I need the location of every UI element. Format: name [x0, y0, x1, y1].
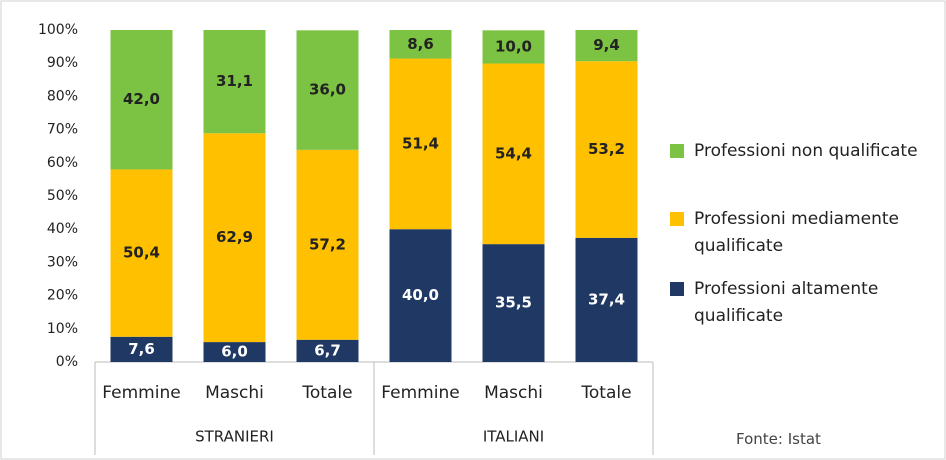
- value-label: 36,0: [309, 81, 346, 99]
- value-label: 50,4: [123, 244, 160, 262]
- bar-segment: [389, 229, 452, 362]
- y-tick-label: 50%: [47, 188, 78, 204]
- x-tick-label: Totale: [580, 383, 631, 403]
- y-tick-label: 40%: [47, 221, 78, 237]
- source-note: Fonte: Istat: [736, 430, 821, 448]
- y-tick-label: 80%: [47, 88, 78, 104]
- y-tick-label: 0%: [56, 354, 78, 370]
- value-label: 6,0: [221, 343, 248, 361]
- y-tick-label: 100%: [38, 22, 78, 38]
- y-tick-label: 90%: [47, 55, 78, 71]
- legend-item: Professioni non qualificate: [664, 138, 944, 165]
- bar-segment: [389, 58, 452, 230]
- x-tick-label: Femmine: [102, 383, 180, 403]
- legend-swatch: [670, 282, 684, 296]
- legend-label: Professioni altamente qualificate: [694, 279, 879, 326]
- bar-segment: [110, 30, 173, 170]
- value-label: 6,7: [314, 341, 341, 359]
- value-label: 53,2: [588, 140, 625, 158]
- bar-segment: [203, 30, 266, 134]
- bar-segment: [575, 61, 638, 238]
- value-label: 54,4: [495, 144, 532, 162]
- value-label: 57,2: [309, 235, 346, 253]
- bar-segment: [482, 244, 545, 362]
- legend-item: Professioni altamente qualificate: [664, 276, 944, 330]
- value-label: 40,0: [402, 286, 439, 304]
- legend-label: Professioni mediamente qualificate: [694, 209, 900, 256]
- bar-segment: [482, 63, 545, 245]
- legend-swatch: [670, 212, 684, 226]
- bar-segment: [296, 339, 359, 362]
- value-label: 51,4: [402, 134, 439, 152]
- bar-segment: [110, 336, 173, 362]
- value-label: 7,6: [128, 340, 155, 358]
- legend-item: Professioni mediamente qualificate: [664, 206, 944, 260]
- y-tick-label: 20%: [47, 288, 78, 304]
- bar-segment: [203, 342, 266, 362]
- value-label: 31,1: [216, 72, 253, 90]
- y-tick-label: 30%: [47, 254, 78, 270]
- y-tick-label: 70%: [47, 122, 78, 138]
- value-label: 37,4: [588, 290, 625, 308]
- value-label: 62,9: [216, 228, 253, 246]
- x-tick-label: Maschi: [205, 383, 264, 403]
- value-label: 9,4: [593, 36, 620, 54]
- value-label: 42,0: [123, 90, 160, 108]
- bar-segment: [296, 149, 359, 340]
- bar-segment: [389, 30, 452, 59]
- bar-segment: [482, 30, 545, 64]
- bar-segment: [575, 30, 638, 62]
- group-label: STRANIERI: [195, 428, 274, 446]
- x-tick-label: Maschi: [484, 383, 543, 403]
- legend-swatch: [670, 144, 684, 158]
- bar-segment: [296, 30, 359, 150]
- group-label: ITALIANI: [483, 428, 544, 446]
- value-label: 8,6: [407, 35, 434, 53]
- bar-segment: [575, 237, 638, 362]
- x-tick-label: Totale: [301, 383, 352, 403]
- bar-segment: [110, 169, 173, 337]
- value-label: 10,0: [495, 37, 532, 55]
- x-tick-label: Femmine: [381, 383, 459, 403]
- bar-segment: [203, 133, 266, 343]
- legend-label: Professioni non qualificate: [694, 141, 918, 161]
- y-tick-label: 10%: [47, 321, 78, 337]
- y-tick-label: 60%: [47, 155, 78, 171]
- value-label: 35,5: [495, 294, 532, 312]
